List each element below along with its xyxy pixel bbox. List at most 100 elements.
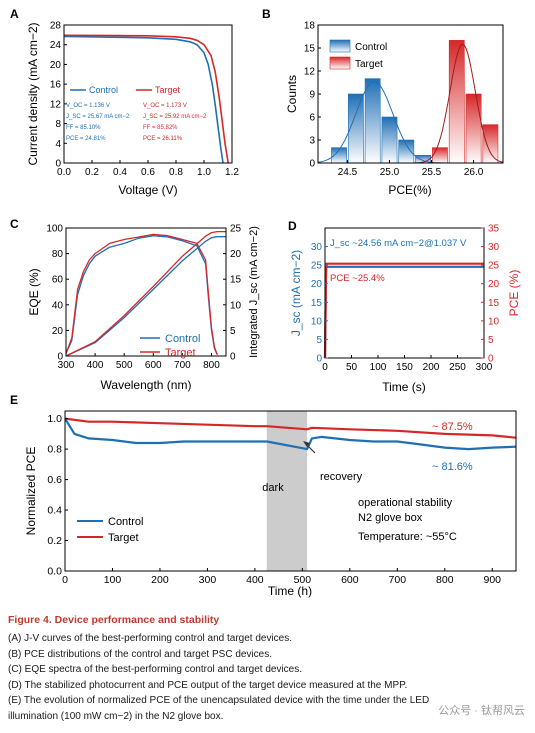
panel-e-target-final: ~ 87.5% bbox=[432, 421, 473, 433]
panel-b-ytick-label: 0 bbox=[309, 159, 315, 170]
panel-d-xtick-label: 100 bbox=[370, 362, 387, 373]
panel-d-ylabel: J_sc (mA cm−2) bbox=[289, 250, 303, 336]
panel-a-ylabel: Current density (mA cm−2) bbox=[26, 22, 40, 165]
panel-d-right-ytick-label: 15 bbox=[488, 298, 500, 309]
panel-a-legend-target: Target bbox=[155, 85, 181, 95]
panel-a-ytick-label: 16 bbox=[50, 80, 62, 91]
panel-e-xtick-label: 800 bbox=[436, 574, 454, 586]
panel-b-legend-target: Target bbox=[355, 59, 383, 70]
panel-e-note-line2: N2 glove box bbox=[358, 512, 423, 524]
panel-a-legend-control: Control bbox=[89, 85, 118, 95]
panel-c-xtick-label: 600 bbox=[145, 360, 162, 371]
panel-a-control-pce: PCE = 24.81% bbox=[66, 136, 106, 142]
panel-c-right-ytick-label: 25 bbox=[230, 224, 242, 235]
panel-d-stabilized-output: 0 50 100 150 200 250 3000510152025300510152025… bbox=[289, 224, 521, 395]
panel-e-note-line3: Temperature: ~55°C bbox=[358, 531, 457, 543]
panel-c-target-eqe bbox=[66, 233, 218, 355]
panel-a-jv-curves: 0.0 0.2 0.4 0.6 0.8 1.0 1.2 0 4 8 12 16 20 24 28 Volta… bbox=[26, 21, 239, 198]
panel-b-ytick-label: 15 bbox=[304, 44, 316, 55]
panel-c-ytick-label: 40 bbox=[52, 300, 64, 311]
panel-d-y2label: PCE (%) bbox=[507, 270, 521, 317]
panel-e-ytick-label: 0.8 bbox=[47, 444, 62, 456]
panel-c-ytick-label: 80 bbox=[52, 249, 64, 260]
panel-e-dark-band bbox=[266, 411, 308, 571]
caption-title: Figure 4. Device performance and stabili… bbox=[8, 614, 220, 626]
panel-b-ytick-label: 12 bbox=[304, 67, 316, 78]
panel-e-recovery-arrowhead bbox=[303, 441, 310, 447]
panel-e-xtick-label: 200 bbox=[151, 574, 169, 586]
panel-d-xlabel: Time (s) bbox=[382, 380, 426, 394]
panel-d-xtick-label: 0 bbox=[322, 362, 328, 373]
panel-c-ytick-label: 100 bbox=[46, 224, 63, 235]
panel-a-target-curve bbox=[64, 34, 229, 163]
panel-a-xlabel: Voltage (V) bbox=[118, 183, 177, 197]
panel-e-recovery-label: recovery bbox=[320, 471, 363, 483]
panel-a-xtick-label: 0.4 bbox=[113, 167, 127, 178]
panel-d-right-ytick-label: 20 bbox=[488, 279, 500, 290]
panel-a-xtick-label: 0.6 bbox=[141, 167, 155, 178]
panel-e-xlabel: Time (h) bbox=[268, 584, 312, 598]
panel-c-ylabel: EQE (%) bbox=[27, 268, 41, 315]
panel-c-legend-control: Control bbox=[165, 333, 200, 345]
panel-e-ytick-label: 0.6 bbox=[47, 474, 62, 486]
panel-e-ytick-label: 0.0 bbox=[47, 566, 62, 578]
panel-d-jsc-annotation: J_sc ~24.56 mA cm−2@1.037 V bbox=[330, 238, 467, 249]
panel-a-ytick-label: 28 bbox=[50, 21, 62, 32]
panel-a-target-jsc: J_SC = 25.92 mA cm−2 bbox=[143, 114, 207, 120]
panel-b-xtick-label: 25.0 bbox=[380, 167, 400, 178]
panel-b-bar-target bbox=[448, 40, 465, 164]
panel-a-target-voc: V_OC = 1.173 V bbox=[143, 103, 187, 109]
panel-a-control-voc: V_OC = 1.136 V bbox=[66, 103, 110, 109]
panel-d-xtick-label: 200 bbox=[423, 362, 440, 373]
panel-c-xtick-label: 400 bbox=[87, 360, 104, 371]
panel-e-legend-target: Target bbox=[108, 532, 139, 544]
caption-line-d: (D) The stabilized photocurrent and PCE … bbox=[8, 679, 408, 691]
panel-b-ytick-label: 9 bbox=[309, 90, 315, 101]
panel-c-xlabel: Wavelength (nm) bbox=[101, 378, 192, 392]
panel-a-ytick-label: 8 bbox=[55, 119, 61, 130]
panel-a-xtick-label: 0.8 bbox=[169, 167, 183, 178]
panel-c-eqe-spectra: 300 400 500 600 700 800 0 20 40 60 80 100 0 5 10 15 20 25… bbox=[27, 224, 260, 393]
panel-c-right-ytick-label: 5 bbox=[230, 326, 236, 337]
panel-c-ytick-label: 60 bbox=[52, 275, 64, 286]
panel-e-xtick-label: 900 bbox=[483, 574, 501, 586]
panel-b-bar-target bbox=[432, 147, 448, 164]
caption-line-e-cont: illumination (100 mW cm−2) in the N2 glo… bbox=[8, 710, 224, 722]
caption-line-c: (C) EQE spectra of the best-performing c… bbox=[8, 664, 303, 675]
caption-line-b: (B) PCE distributions of the control and… bbox=[8, 648, 273, 660]
panel-c-xtick-label: 500 bbox=[116, 360, 133, 371]
panel-d-ytick-label: 10 bbox=[311, 316, 323, 327]
panel-e-frame bbox=[64, 410, 517, 572]
panel-a-xtick-label: 1.0 bbox=[197, 167, 211, 178]
panel-label-c: C bbox=[10, 217, 19, 231]
panel-e-xtick-label: 600 bbox=[341, 574, 359, 586]
panel-b-xtick-label: 24.5 bbox=[338, 167, 358, 178]
panel-b-ytick-label: 6 bbox=[309, 113, 315, 124]
panel-e-note-line1: operational stability bbox=[358, 497, 453, 509]
panel-b-xtick-label: 26.0 bbox=[464, 167, 484, 178]
panel-e-control-final: ~ 81.6% bbox=[432, 461, 473, 473]
panel-b-ylabel: Counts bbox=[285, 75, 299, 113]
panel-c-right-ytick-label: 0 bbox=[230, 352, 236, 363]
panel-b-ytick-label: 18 bbox=[304, 21, 316, 32]
panel-b-bar-target bbox=[482, 124, 499, 164]
figure-4: A B C D E 0.0 0.2 0.4 0.6 0.8 1.0 1.2 0 4 8 12 16 20… bbox=[10, 7, 521, 598]
panel-d-ytick-label: 20 bbox=[311, 279, 323, 290]
panel-e-xtick-label: 100 bbox=[104, 574, 122, 586]
panel-e-stability: 0 100 200 300 400 500 600 700 800 900 0.0 0.2 0.4 0.6… bbox=[24, 410, 517, 598]
panel-e-xtick-label: 500 bbox=[294, 574, 312, 586]
panel-a-control-curve bbox=[64, 35, 224, 163]
panel-b-bar-control bbox=[381, 116, 398, 164]
panel-a-xtick-label: 1.2 bbox=[225, 167, 239, 178]
panel-a-xtick-label: 0.0 bbox=[57, 167, 71, 178]
panel-e-ylabel: Normalized PCE bbox=[24, 447, 38, 536]
panel-e-ytick-label: 1.0 bbox=[47, 413, 62, 425]
panel-e-target-line bbox=[65, 417, 516, 439]
panel-a-control-ff: FF = 85.10% bbox=[66, 125, 101, 131]
panel-c-ytick-label: 20 bbox=[52, 326, 64, 337]
panel-c-frame bbox=[65, 227, 227, 357]
panel-label-e: E bbox=[10, 393, 18, 407]
panel-a-ytick-label: 24 bbox=[50, 40, 62, 51]
panel-d-ytick-label: 5 bbox=[316, 335, 322, 346]
panel-c-target-jsc bbox=[66, 230, 226, 356]
